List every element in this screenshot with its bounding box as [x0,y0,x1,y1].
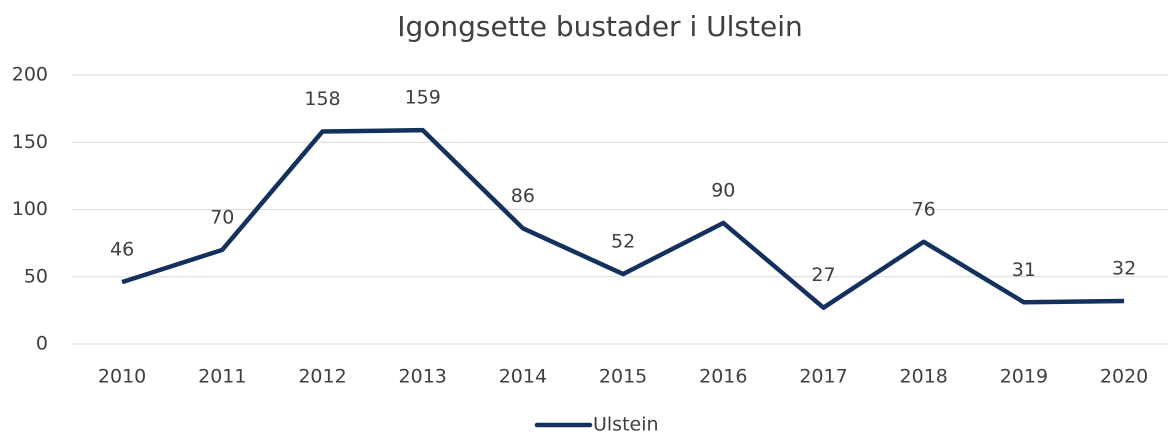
x-tick-label: 2015 [599,366,647,388]
x-tick-label: 2010 [98,366,146,388]
y-tick-label: 150 [12,131,48,153]
data-label: 86 [511,185,535,207]
data-label: 27 [811,264,835,286]
data-label: 46 [110,239,134,261]
chart-title: Igongsette bustader i Ulstein [397,10,803,43]
data-label: 52 [611,231,635,253]
y-tick-label: 200 [12,64,48,86]
x-tick-label: 2016 [699,366,747,388]
x-tick-label: 2017 [799,366,847,388]
x-tick-label: 2018 [900,366,948,388]
data-label: 158 [304,88,340,110]
x-tick-label: 2020 [1100,366,1148,388]
data-label: 76 [912,198,936,220]
data-label: 32 [1112,257,1136,279]
line [121,127,1125,310]
data-label: 159 [405,87,441,109]
data-label: 31 [1012,259,1036,281]
data-label: 90 [711,179,735,201]
legend-label: Ulstein [593,414,659,436]
x-tick-label: 2013 [399,366,447,388]
x-tick-label: 2011 [198,366,246,388]
x-tick-label: 2014 [499,366,547,388]
x-tick-label: 2019 [1000,366,1048,388]
data-label: 70 [210,206,234,228]
y-tick-label: 50 [24,265,48,287]
y-tick-label: 100 [12,198,48,220]
y-tick-label: 0 [36,333,48,355]
x-tick-label: 2012 [298,366,346,388]
